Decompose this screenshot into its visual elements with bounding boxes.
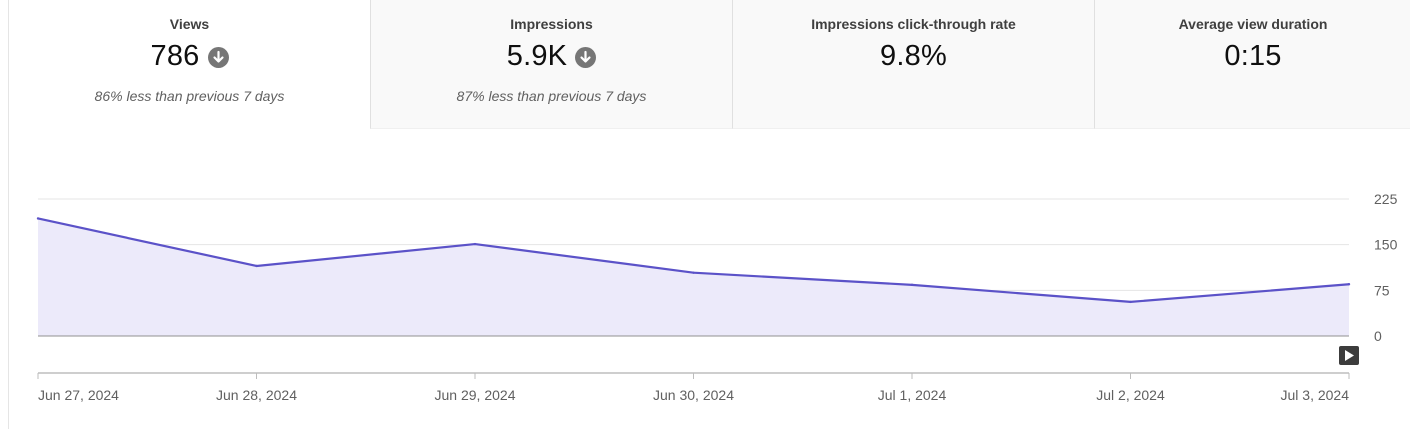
data-point [473, 242, 477, 246]
y-tick-label: 75 [1374, 282, 1390, 298]
data-point [255, 264, 258, 268]
metric-value: 9.8% [880, 40, 947, 72]
x-tick-label: Jul 1, 2024 [878, 387, 947, 403]
metric-label: Average view duration [1178, 16, 1328, 32]
data-point [1129, 300, 1132, 304]
play-icon[interactable] [1339, 346, 1359, 365]
x-tick-label: Jun 30, 2024 [653, 387, 734, 403]
metric-tab-avg-view-duration[interactable]: Average view duration 0:15 [1094, 0, 1410, 129]
metric-value: 786 [150, 40, 200, 72]
y-tick-label: 150 [1374, 237, 1398, 253]
y-tick-label: 0 [1374, 328, 1382, 344]
metric-comparison: 86% less than previous 7 days [94, 88, 285, 104]
data-point [1347, 283, 1351, 286]
y-tick-label: 225 [1374, 191, 1398, 207]
x-tick-label: Jun 29, 2024 [435, 387, 516, 403]
metric-value: 0:15 [1224, 40, 1282, 72]
x-tick-label: Jun 27, 2024 [38, 387, 119, 403]
x-tick-label: Jul 3, 2024 [1281, 387, 1350, 403]
metric-tab-views[interactable]: Views 786 86% less than previous 7 days [9, 0, 370, 129]
metric-label: Views [169, 16, 210, 32]
metric-tab-ctr[interactable]: Impressions click-through rate 9.8% [732, 0, 1094, 129]
data-point [910, 283, 914, 287]
metric-comparison: 87% less than previous 7 days [456, 88, 647, 104]
analytics-card: Views 786 86% less than previous 7 days … [8, 0, 1410, 429]
metric-label: Impressions [510, 16, 593, 32]
arrow-down-circle-icon [207, 47, 229, 68]
x-tick-label: Jun 28, 2024 [216, 387, 297, 403]
data-point [36, 217, 40, 220]
metric-label: Impressions click-through rate [811, 16, 1016, 32]
series-area [38, 218, 1349, 336]
metric-tab-impressions[interactable]: Impressions 5.9K 87% less than previous … [370, 0, 732, 129]
arrow-down-circle-icon [575, 47, 597, 68]
data-point [692, 271, 695, 274]
metric-value: 5.9K [506, 40, 568, 72]
x-tick-label: Jul 2, 2024 [1096, 387, 1165, 403]
metric-tabs: Views 786 86% less than previous 7 days … [9, 0, 1410, 129]
